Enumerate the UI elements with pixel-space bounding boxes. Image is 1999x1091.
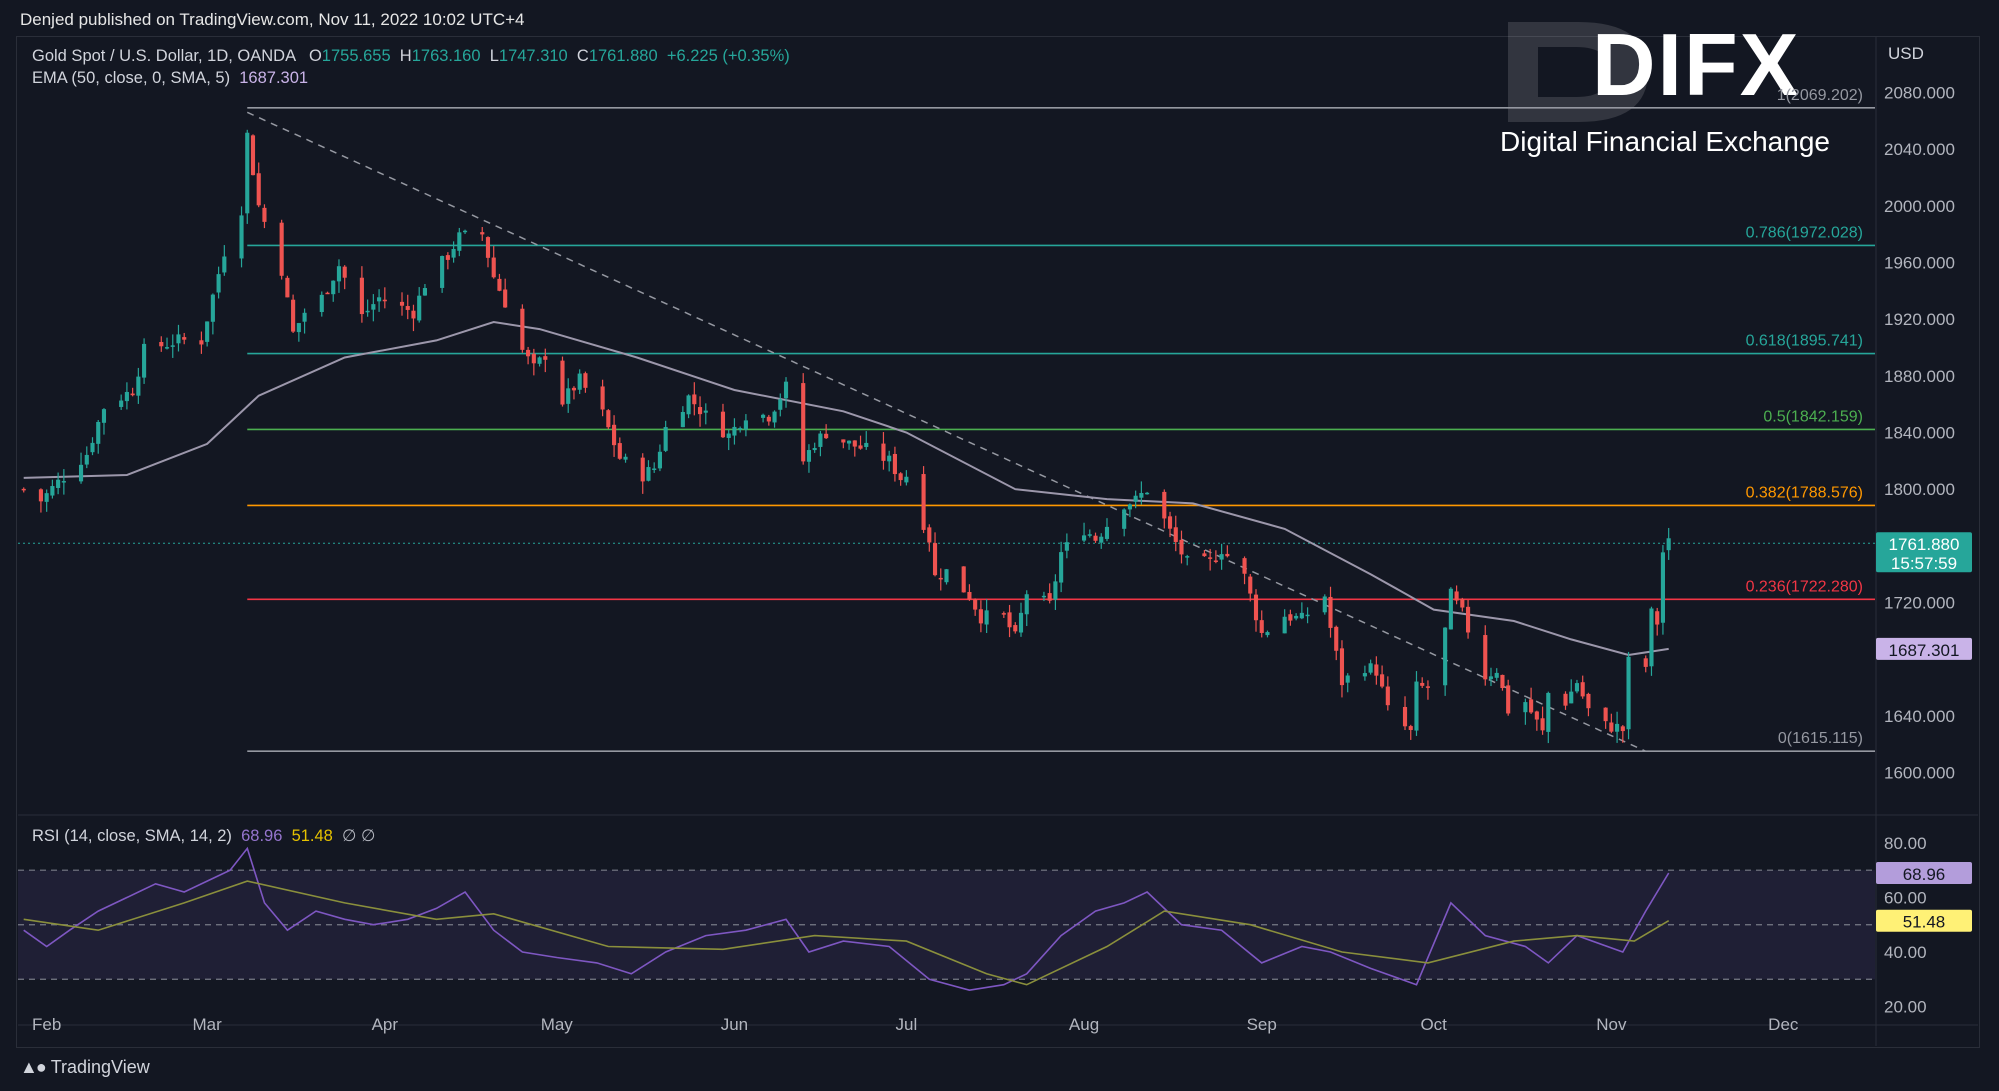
symbol-legend[interactable]: Gold Spot / U.S. Dollar, 1D, OANDA O1755…	[32, 47, 790, 66]
rsi-ma-value: 51.48	[291, 827, 333, 845]
close-value: 1761.880	[588, 47, 658, 65]
rsi-label: RSI (14, close, SMA, 14, 2)	[32, 827, 232, 845]
change-value: +6.225 (+0.35%)	[666, 47, 790, 65]
low-label: L	[489, 47, 499, 65]
ema-legend[interactable]: EMA (50, close, 0, SMA, 5) 1687.301	[32, 69, 308, 88]
open-label: O	[308, 47, 322, 65]
empty-set-icon: ∅ ∅	[342, 827, 376, 845]
chart-panel[interactable]	[16, 36, 1980, 1048]
ema-label: EMA (50, close, 0, SMA, 5)	[32, 69, 231, 87]
rsi-legend[interactable]: RSI (14, close, SMA, 14, 2) 68.96 51.48 …	[32, 826, 375, 846]
low-value: 1747.310	[498, 47, 568, 65]
ema-value: 1687.301	[239, 69, 309, 87]
currency-label[interactable]: USD	[1888, 44, 1924, 63]
high-label: H	[399, 47, 412, 65]
close-label: C	[576, 47, 589, 65]
watermark-brand: DIFX	[1592, 15, 1801, 114]
open-value: 1755.655	[321, 47, 391, 65]
footer-brand: TradingView	[50, 1057, 150, 1077]
tradingview-logo-icon: ▲●	[20, 1057, 47, 1077]
publisher-line: Denjed published on TradingView.com, Nov…	[20, 10, 525, 29]
symbol-name: Gold Spot / U.S. Dollar, 1D, OANDA	[32, 47, 296, 65]
watermark-tagline: Digital Financial Exchange	[1500, 126, 1830, 157]
difx-watermark	[1498, 12, 1838, 162]
difx-logo-icon	[1508, 22, 1648, 122]
high-value: 1763.160	[411, 47, 481, 65]
footer-logo[interactable]: ▲● TradingView	[20, 1057, 150, 1078]
rsi-value: 68.96	[241, 827, 283, 845]
